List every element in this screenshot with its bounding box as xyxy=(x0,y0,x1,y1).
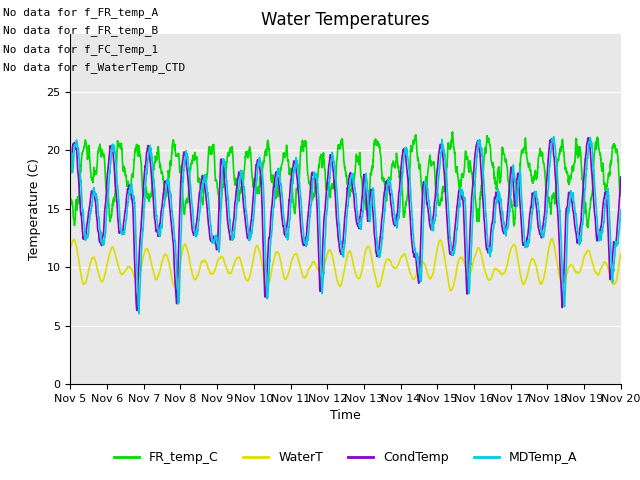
FR_temp_C xyxy=(584,225,592,230)
Line: CondTemp: CondTemp xyxy=(70,138,621,311)
FR_temp_C xyxy=(449,129,456,135)
WaterT xyxy=(362,249,369,255)
WaterT xyxy=(220,257,228,263)
MDTemp_A xyxy=(135,311,143,317)
CondTemp xyxy=(568,202,576,208)
CondTemp xyxy=(133,308,141,313)
Legend: FR_temp_C, WaterT, CondTemp, MDTemp_A: FR_temp_C, WaterT, CondTemp, MDTemp_A xyxy=(109,446,582,469)
WaterT xyxy=(447,288,454,294)
Text: No data for f_FC_Temp_1: No data for f_FC_Temp_1 xyxy=(3,44,159,55)
CondTemp xyxy=(67,169,74,175)
CondTemp xyxy=(374,252,381,258)
WaterT xyxy=(548,236,556,242)
X-axis label: Time: Time xyxy=(330,409,361,422)
WaterT xyxy=(617,251,625,257)
FR_temp_C xyxy=(568,166,576,171)
Text: No data for f_WaterTemp_CTD: No data for f_WaterTemp_CTD xyxy=(3,62,186,73)
CondTemp xyxy=(584,137,591,143)
CondTemp xyxy=(584,135,592,141)
Title: Water Temperatures: Water Temperatures xyxy=(261,11,430,29)
Line: WaterT: WaterT xyxy=(70,239,621,291)
WaterT xyxy=(584,247,592,253)
MDTemp_A xyxy=(220,160,228,166)
MDTemp_A xyxy=(617,207,625,213)
Line: MDTemp_A: MDTemp_A xyxy=(70,137,621,314)
MDTemp_A xyxy=(374,247,381,252)
Text: No data for f_FR_temp_B: No data for f_FR_temp_B xyxy=(3,25,159,36)
CondTemp xyxy=(506,180,513,186)
FR_temp_C xyxy=(67,196,74,202)
MDTemp_A xyxy=(569,193,577,199)
MDTemp_A xyxy=(550,134,557,140)
WaterT xyxy=(569,263,577,269)
MDTemp_A xyxy=(584,154,592,159)
Line: FR_temp_C: FR_temp_C xyxy=(70,132,621,228)
FR_temp_C xyxy=(220,179,228,185)
FR_temp_C xyxy=(617,192,625,198)
MDTemp_A xyxy=(362,176,369,181)
Y-axis label: Temperature (C): Temperature (C) xyxy=(28,158,41,260)
CondTemp xyxy=(362,186,369,192)
WaterT xyxy=(374,282,381,288)
WaterT xyxy=(67,244,74,250)
FR_temp_C xyxy=(374,141,381,147)
FR_temp_C xyxy=(584,220,591,226)
Text: No data for f_FR_temp_A: No data for f_FR_temp_A xyxy=(3,7,159,18)
CondTemp xyxy=(220,174,228,180)
MDTemp_A xyxy=(506,209,513,215)
FR_temp_C xyxy=(362,199,369,204)
MDTemp_A xyxy=(67,170,74,176)
CondTemp xyxy=(617,174,625,180)
WaterT xyxy=(506,251,513,256)
FR_temp_C xyxy=(506,190,513,195)
